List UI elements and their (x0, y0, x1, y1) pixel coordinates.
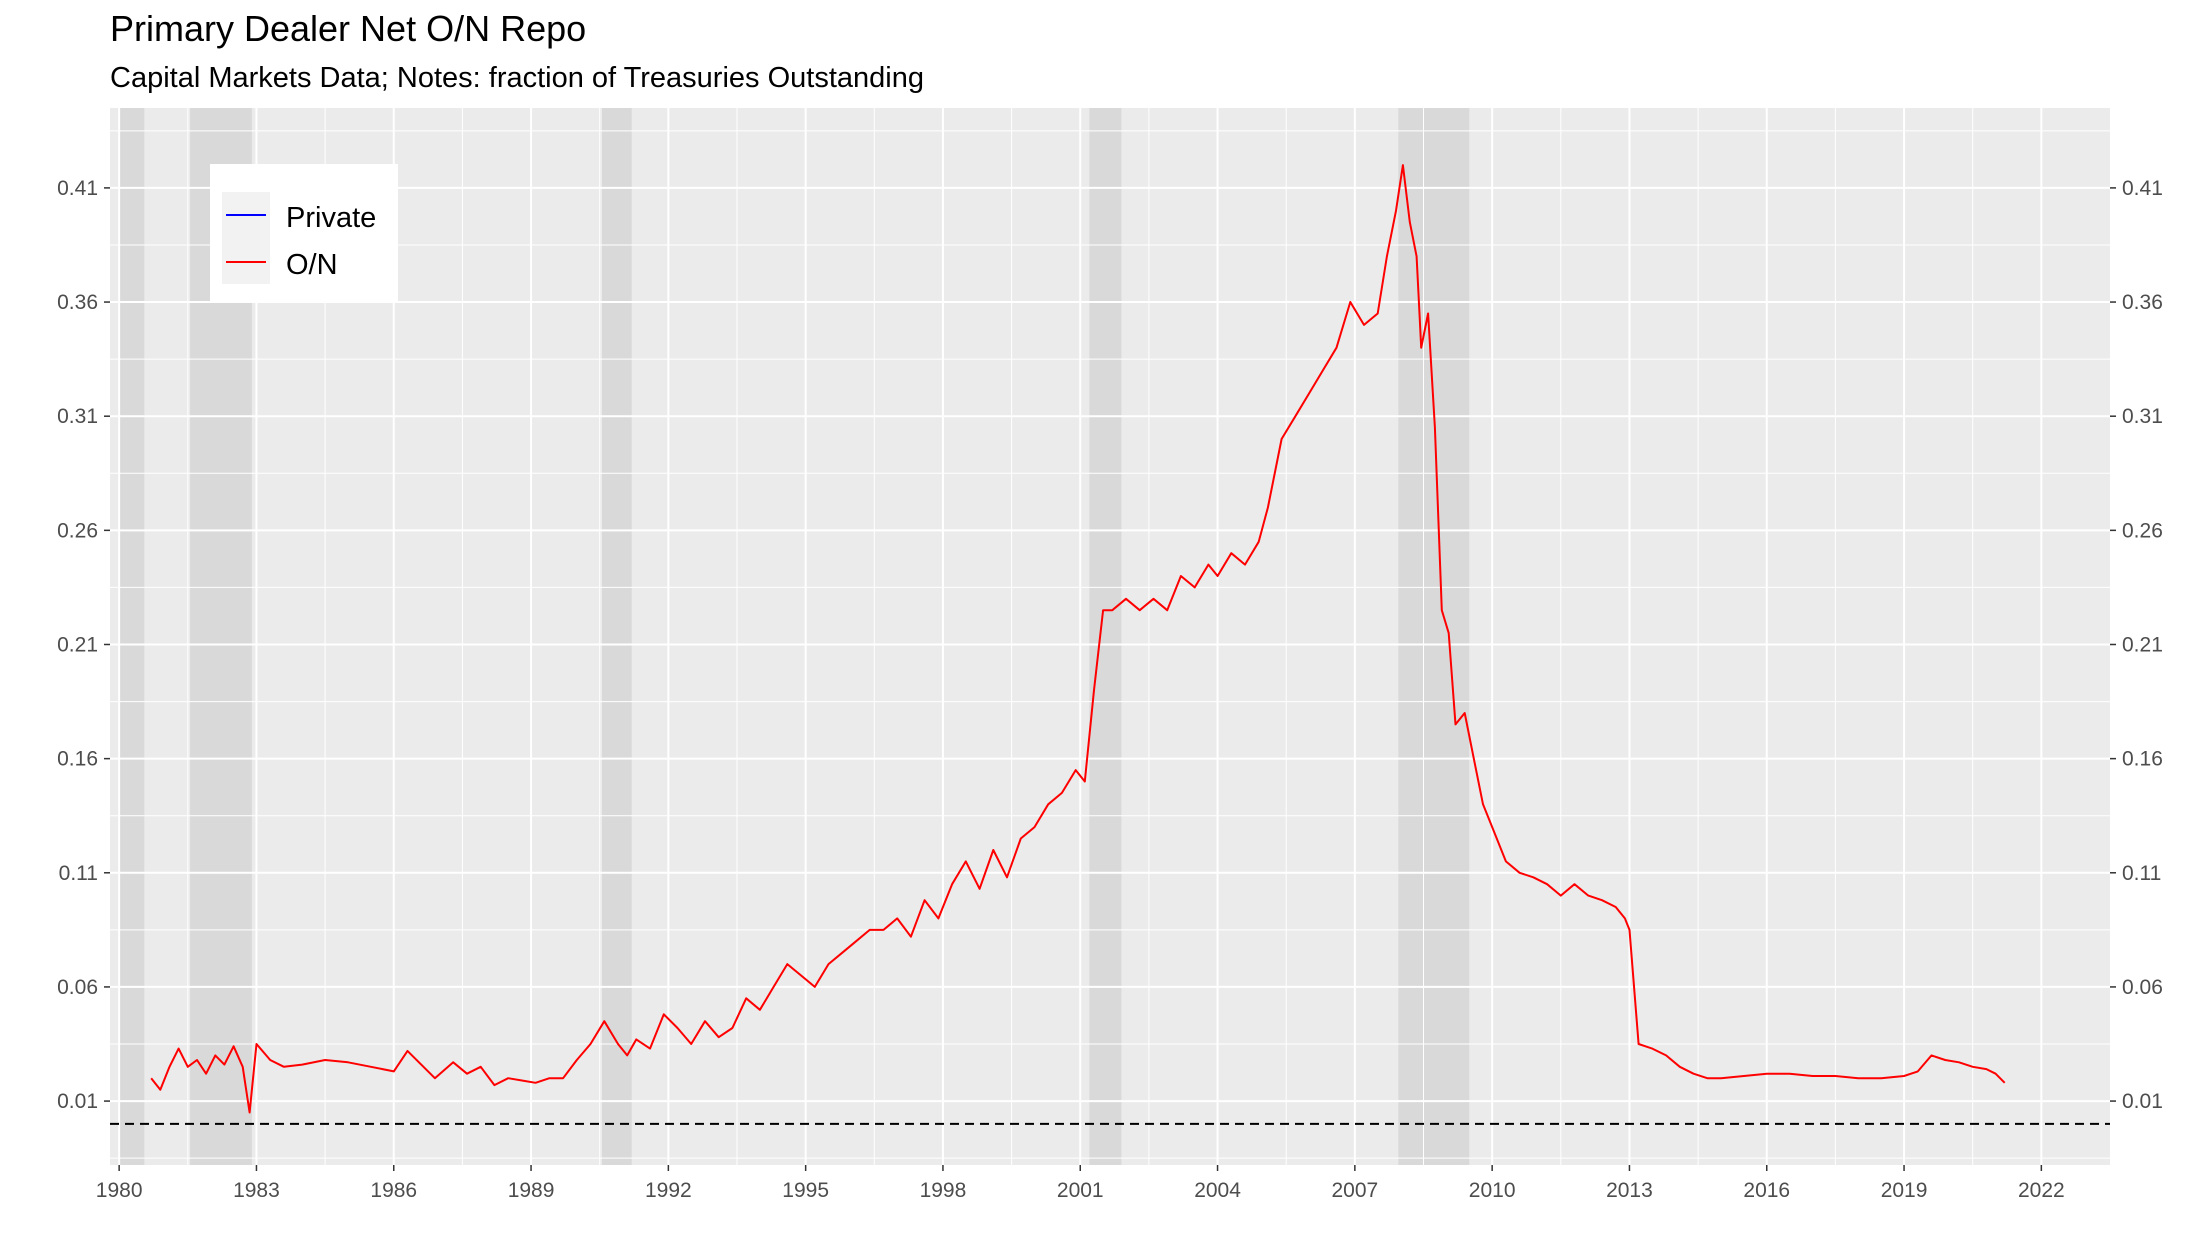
x-tick-label: 2004 (1194, 1179, 1241, 1202)
recession-bands (119, 108, 1470, 1165)
y-axis-ticks: 0.01 0.01 0.06 0.06 0.11 0.11 0.16 0.16 0.21 0.21… (57, 177, 2163, 1113)
legend: Private O/N (210, 164, 398, 302)
legend-label-private: Private (286, 202, 376, 234)
x-axis-ticks: 1980 1983 1986 1989 1992 1995 1998 2001 2004 2007… (96, 1165, 2065, 1202)
chart-subtitle: Capital Markets Data; Notes: fraction of… (110, 62, 924, 94)
legend-label-on: O/N (286, 249, 338, 281)
recession-band-1 (119, 108, 145, 1165)
y-tick-label-right: 0.01 (2122, 1090, 2163, 1113)
recession-band-5 (1398, 108, 1470, 1165)
x-tick-label: 1980 (96, 1179, 143, 1202)
y-tick-label-left: 0.31 (57, 405, 98, 428)
y-tick-label-left: 0.11 (59, 862, 98, 885)
y-tick-label-right: 0.21 (2122, 633, 2163, 656)
chart-title: Primary Dealer Net O/N Repo (110, 8, 587, 49)
recession-band-4 (1089, 108, 1122, 1165)
y-tick-label-left: 0.26 (57, 519, 98, 542)
y-tick-label-right: 0.16 (2122, 748, 2163, 771)
y-tick-label-left: 0.36 (57, 291, 98, 314)
y-tick-label-right: 0.06 (2122, 976, 2163, 999)
x-tick-label: 1983 (233, 1179, 280, 1202)
x-tick-label: 1998 (920, 1179, 967, 1202)
x-tick-label: 2010 (1469, 1179, 1516, 1202)
x-tick-label: 1986 (370, 1179, 417, 1202)
x-tick-label: 1989 (508, 1179, 555, 1202)
y-tick-label-right: 0.26 (2122, 519, 2163, 542)
y-tick-label-left: 0.21 (57, 633, 98, 656)
y-tick-label-left: 0.16 (57, 748, 98, 771)
y-tick-label-right: 0.41 (2122, 177, 2163, 200)
y-tick-label-left: 0.01 (57, 1090, 98, 1113)
y-tick-label-left: 0.41 (57, 177, 98, 200)
x-tick-label: 2019 (1881, 1179, 1928, 1202)
series-lines (150, 164, 2006, 1114)
x-tick-label: 2016 (1743, 1179, 1790, 1202)
y-tick-label-right: 0.31 (2122, 405, 2163, 428)
x-tick-label: 2013 (1606, 1179, 1653, 1202)
x-tick-label: 2007 (1331, 1179, 1378, 1202)
y-tick-label-right: 0.11 (2122, 862, 2161, 885)
y-tick-label-right: 0.36 (2122, 291, 2163, 314)
grid-minor (110, 108, 2110, 1165)
recession-band-3 (601, 108, 632, 1165)
x-tick-label: 2001 (1057, 1179, 1104, 1202)
y-tick-label-left: 0.06 (57, 976, 98, 999)
x-tick-label: 1995 (782, 1179, 829, 1202)
x-tick-label: 1992 (645, 1179, 692, 1202)
series-line-0 (150, 164, 2006, 1114)
grid-major (110, 108, 2110, 1165)
x-tick-label: 2022 (2018, 1179, 2065, 1202)
